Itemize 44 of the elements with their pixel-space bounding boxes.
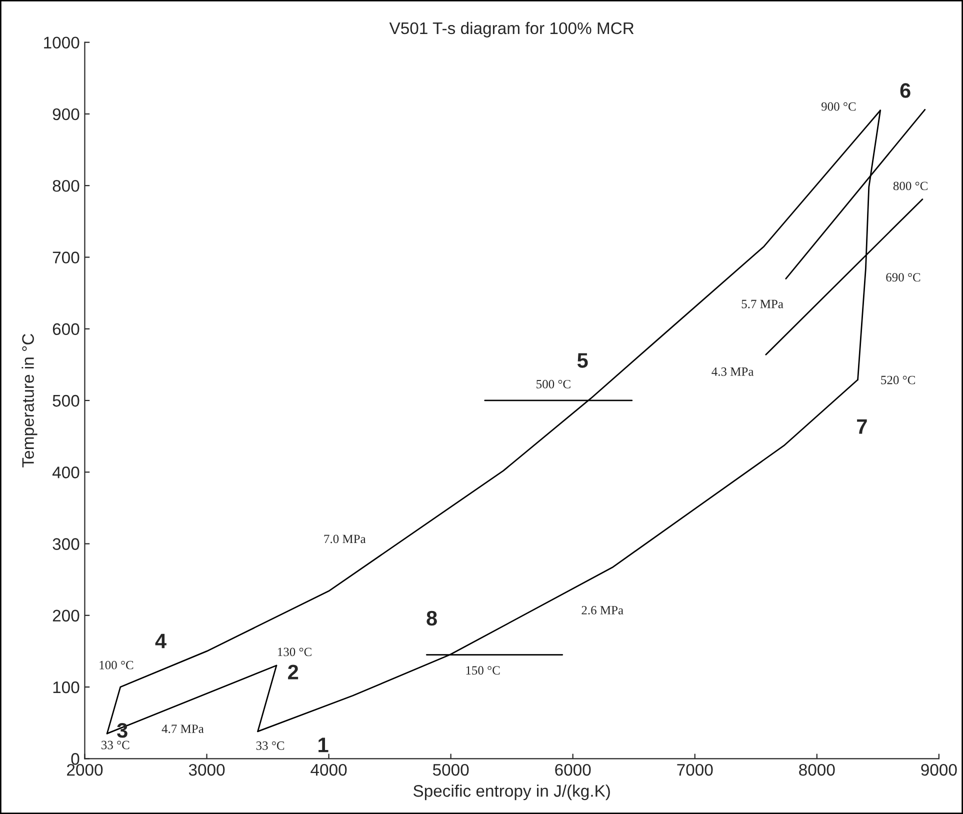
annotation: 800 °C — [893, 182, 928, 190]
y-tick-label: 600 — [52, 323, 80, 336]
annotation: 33 °C — [256, 741, 284, 750]
annotation: 2 — [288, 664, 298, 680]
annotation: 2.6 MPa — [582, 606, 624, 614]
annotation: 6 — [900, 83, 910, 98]
x-tick-label: 6000 — [555, 764, 591, 776]
chart-title: V501 T-s diagram for 100% MCR — [389, 22, 634, 38]
annotation: 7 — [857, 419, 867, 434]
y-tick-label: 800 — [52, 180, 80, 192]
annotation: 4 — [155, 634, 166, 648]
annotation: 5.7 MPa — [742, 300, 784, 308]
annotation: 150 °C — [466, 666, 500, 675]
annotation: 5 — [577, 353, 588, 368]
annotation: 4.7 MPa — [162, 724, 204, 734]
annotation: 7.0 MPa — [324, 534, 366, 544]
y-tick-label: 0 — [71, 753, 80, 765]
x-tick-label: 2000 — [67, 764, 103, 776]
annotation: 690 °C — [886, 273, 920, 282]
annotation: 1 — [318, 738, 328, 752]
annotation: 33 °C — [102, 740, 130, 750]
annotation: 900 °C — [821, 102, 856, 111]
y-tick-label: 500 — [52, 394, 80, 407]
y-tick-label: 400 — [52, 466, 80, 478]
y-axis-title: Temperature in °C — [22, 334, 38, 468]
y-tick-label: 300 — [52, 538, 80, 550]
y-tick-label: 700 — [52, 252, 80, 264]
annotation: 520 °C — [881, 376, 915, 384]
x-tick-label: 8000 — [799, 764, 835, 776]
x-axis-title: Specific entropy in J/(kg.K) — [413, 784, 610, 800]
x-tick-label: 3000 — [188, 764, 225, 776]
annotation: 4.3 MPa — [712, 367, 754, 376]
x-tick-label: 5000 — [432, 764, 469, 776]
x-tick-label: 9000 — [921, 764, 957, 776]
annotation: 8 — [426, 610, 437, 626]
x-tick-label: 4000 — [310, 764, 347, 776]
annotation: 130 °C — [278, 648, 312, 656]
x-tick-label: 7000 — [677, 764, 713, 776]
y-tick-label: 200 — [52, 610, 80, 622]
annotation: 100 °C — [100, 660, 134, 670]
y-tick-label: 1000 — [44, 36, 80, 49]
y-tick-label: 900 — [52, 108, 80, 120]
annotation: 500 °C — [536, 380, 570, 388]
y-tick-label: 100 — [53, 681, 80, 694]
